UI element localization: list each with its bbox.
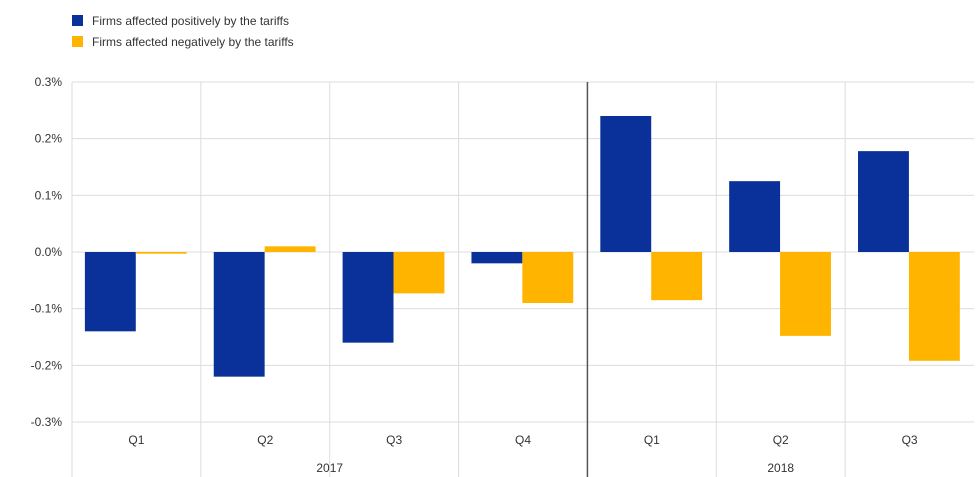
x-tick-label: Q2 [257, 433, 273, 447]
bar-positive [858, 151, 909, 252]
y-tick-label: 0.2% [35, 132, 63, 146]
bar-positive [471, 252, 523, 264]
legend-label-negative: Firms affected negatively by the tariffs [92, 34, 294, 49]
legend-item-negative: Firms affected negatively by the tariffs [72, 31, 294, 52]
x-group-label: 2017 [316, 461, 343, 475]
bar-negative [651, 252, 703, 301]
x-tick-label: Q3 [386, 433, 402, 447]
x-tick-label: Q4 [515, 433, 531, 447]
legend-label-positive: Firms affected positively by the tariffs [92, 13, 289, 28]
x-tick-label: Q3 [902, 433, 918, 447]
x-group-label: 2018 [767, 461, 794, 475]
bar-positive [342, 252, 394, 343]
y-tick-label: 0.1% [35, 188, 63, 202]
legend-item-positive: Firms affected positively by the tariffs [72, 10, 294, 31]
bar-negative [393, 252, 445, 294]
bar-negative [780, 252, 831, 336]
y-tick-label: 0.3% [35, 75, 63, 89]
legend-swatch-positive [72, 15, 83, 26]
y-tick-label: -0.3% [31, 415, 63, 429]
y-tick-label: -0.1% [31, 302, 63, 316]
bar-positive [84, 252, 136, 332]
y-tick-label: -0.2% [31, 358, 63, 372]
legend-swatch-negative [72, 36, 83, 47]
legend: Firms affected positively by the tariffs… [72, 10, 294, 52]
bar-negative [908, 252, 960, 361]
x-tick-label: Q1 [128, 433, 144, 447]
bar-positive [213, 252, 265, 377]
bar-negative [522, 252, 574, 303]
y-tick-label: 0.0% [35, 245, 63, 259]
bar-positive [600, 116, 652, 252]
bar-negative [135, 252, 187, 254]
bar-negative [264, 246, 316, 252]
x-tick-label: Q1 [644, 433, 660, 447]
x-tick-label: Q2 [773, 433, 789, 447]
bar-positive [729, 181, 781, 252]
